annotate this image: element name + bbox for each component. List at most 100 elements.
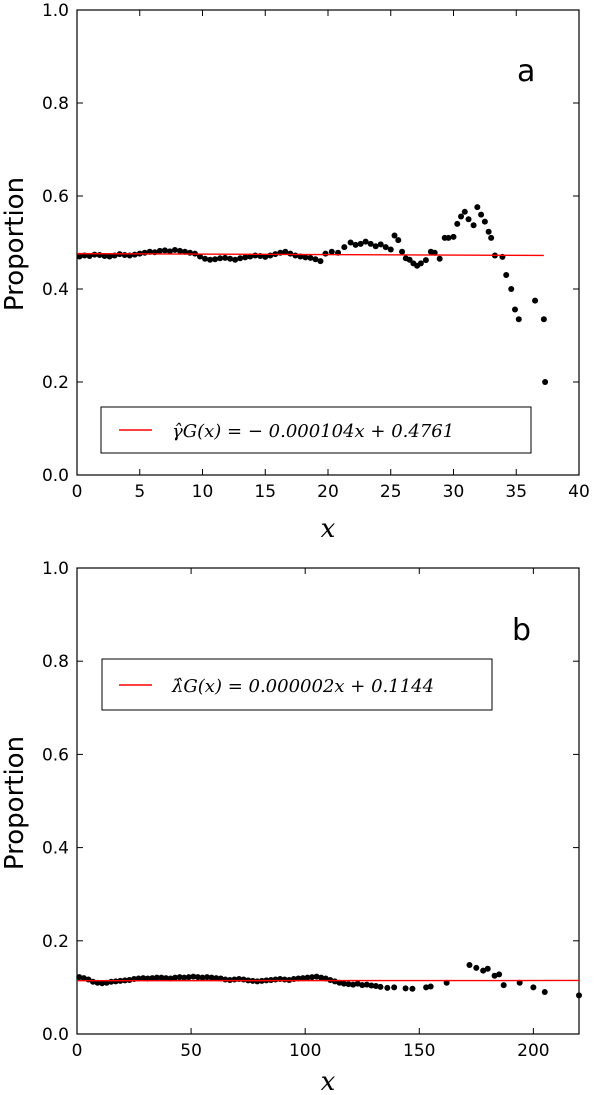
data-point xyxy=(478,211,485,218)
data-point xyxy=(443,979,450,986)
data-point xyxy=(540,316,547,323)
data-point xyxy=(372,983,379,990)
data-point xyxy=(576,992,582,999)
data-point xyxy=(172,974,179,981)
y-tick-label: 1.0 xyxy=(42,1,69,21)
data-point xyxy=(503,272,510,279)
x-tick-label: 100 xyxy=(289,1041,321,1061)
data-point xyxy=(199,974,206,981)
y-axis-label-b: Proportion xyxy=(0,736,30,870)
data-point xyxy=(254,978,261,985)
data-point xyxy=(80,975,87,982)
data-point xyxy=(387,246,394,253)
data-point xyxy=(357,240,364,247)
data-point xyxy=(242,254,249,261)
data-point xyxy=(96,252,103,259)
y-tick-label: 0.0 xyxy=(42,466,69,486)
data-point xyxy=(302,254,309,261)
data-point xyxy=(162,975,169,982)
data-point xyxy=(530,984,537,991)
data-point xyxy=(377,983,384,990)
data-point xyxy=(362,238,369,245)
data-point xyxy=(345,981,352,988)
data-point xyxy=(217,255,224,262)
y-tick-label: 0.2 xyxy=(42,373,69,393)
data-point xyxy=(171,246,178,253)
data-point xyxy=(86,252,93,259)
data-point xyxy=(331,978,338,985)
data-point xyxy=(282,248,289,255)
data-point xyxy=(488,234,495,241)
y-tick-label: 0.6 xyxy=(42,187,69,207)
y-tick-label: 0.0 xyxy=(42,1025,69,1045)
x-axis-label-a: x xyxy=(321,514,336,544)
y-tick-label: 0.4 xyxy=(42,839,69,859)
data-point xyxy=(466,962,473,969)
y-tick-label: 0.8 xyxy=(42,652,69,672)
x-axis-label-b: x xyxy=(321,1067,336,1095)
x-tick-label: 20 xyxy=(317,482,339,502)
data-point xyxy=(391,232,398,239)
panel-a: 0.0 0.2 0.4 0.6 0.8 1.0 0 5 10 15 20 25 30 35 40 a Pr… xyxy=(0,1,590,544)
data-point xyxy=(481,218,488,225)
y-tick-label: 0.8 xyxy=(42,94,69,114)
data-point xyxy=(106,253,113,260)
plot-frame-a xyxy=(76,9,580,476)
data-point xyxy=(367,240,374,247)
data-point xyxy=(181,248,188,255)
data-point xyxy=(227,255,234,262)
data-point xyxy=(307,254,314,261)
data-point xyxy=(470,222,477,229)
data-point xyxy=(399,248,406,255)
data-point xyxy=(402,985,409,992)
data-point xyxy=(368,982,375,989)
x-tick-label: 0 xyxy=(72,482,83,502)
data-point xyxy=(204,974,211,981)
data-point xyxy=(262,253,269,260)
panel-b: 0.0 0.2 0.4 0.6 0.8 1.0 0 50 100 150 200 b Propor… xyxy=(0,559,582,1095)
x-tick-label: 150 xyxy=(403,1041,435,1061)
data-point xyxy=(207,256,214,263)
data-point xyxy=(474,204,481,211)
data-point xyxy=(541,989,548,996)
data-point xyxy=(176,974,183,981)
data-point xyxy=(473,964,480,971)
data-point xyxy=(158,974,165,981)
data-point xyxy=(359,982,366,989)
data-point xyxy=(208,974,215,981)
data-point xyxy=(237,255,244,262)
x-tick-label: 5 xyxy=(134,482,145,502)
data-point xyxy=(190,973,197,980)
data-point xyxy=(99,980,106,987)
data-point xyxy=(317,258,324,265)
data-point xyxy=(186,249,193,256)
data-point xyxy=(422,257,429,264)
x-tick-label: 50 xyxy=(180,1041,202,1061)
panel-label-b: b xyxy=(512,613,531,648)
data-point xyxy=(328,248,335,255)
y-axis-label-a: Proportion xyxy=(0,177,30,311)
data-point xyxy=(287,250,294,257)
data-point xyxy=(480,967,487,974)
x-ticks-a: 0 5 10 15 20 25 30 35 40 xyxy=(72,10,590,502)
y-ticks-a: 0.0 0.2 0.4 0.6 0.8 1.0 xyxy=(42,1,579,486)
data-point xyxy=(299,975,306,982)
data-point xyxy=(445,234,452,241)
data-point xyxy=(395,237,402,244)
data-point xyxy=(450,233,457,240)
data-point xyxy=(431,249,438,256)
legend-text-b: λ̂G(x) = 0.000002x + 0.1144 xyxy=(171,676,434,697)
data-point xyxy=(292,252,299,259)
x-tick-label: 25 xyxy=(380,482,402,502)
data-point xyxy=(484,965,491,972)
data-point xyxy=(465,216,472,223)
data-point xyxy=(318,974,325,981)
legend-text-a: γ̂G(x) = − 0.000104x + 0.4761 xyxy=(172,421,454,442)
data-point xyxy=(313,973,320,980)
data-point xyxy=(76,253,83,260)
data-point xyxy=(491,972,498,979)
data-point xyxy=(153,974,160,981)
data-point xyxy=(391,984,398,991)
data-point xyxy=(232,256,239,263)
data-point xyxy=(309,974,316,981)
